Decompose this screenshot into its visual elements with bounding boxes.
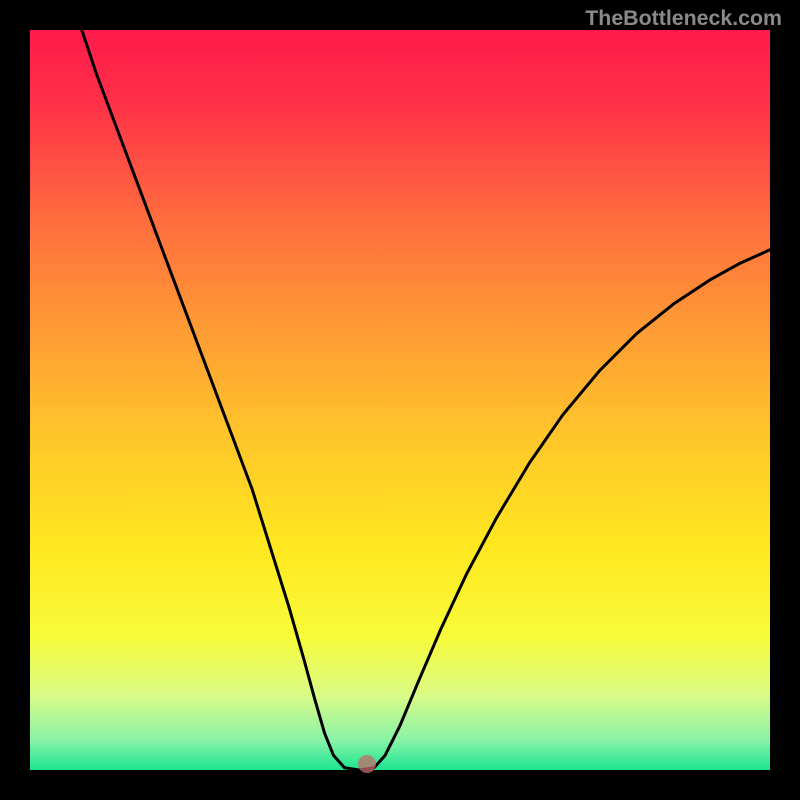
bottleneck-curve	[30, 30, 770, 770]
watermark-text: TheBottleneck.com	[585, 6, 782, 31]
plot-area	[30, 30, 770, 770]
chart-container: { "watermark": { "text": "TheBottleneck.…	[0, 0, 800, 800]
minimum-marker	[358, 755, 376, 773]
